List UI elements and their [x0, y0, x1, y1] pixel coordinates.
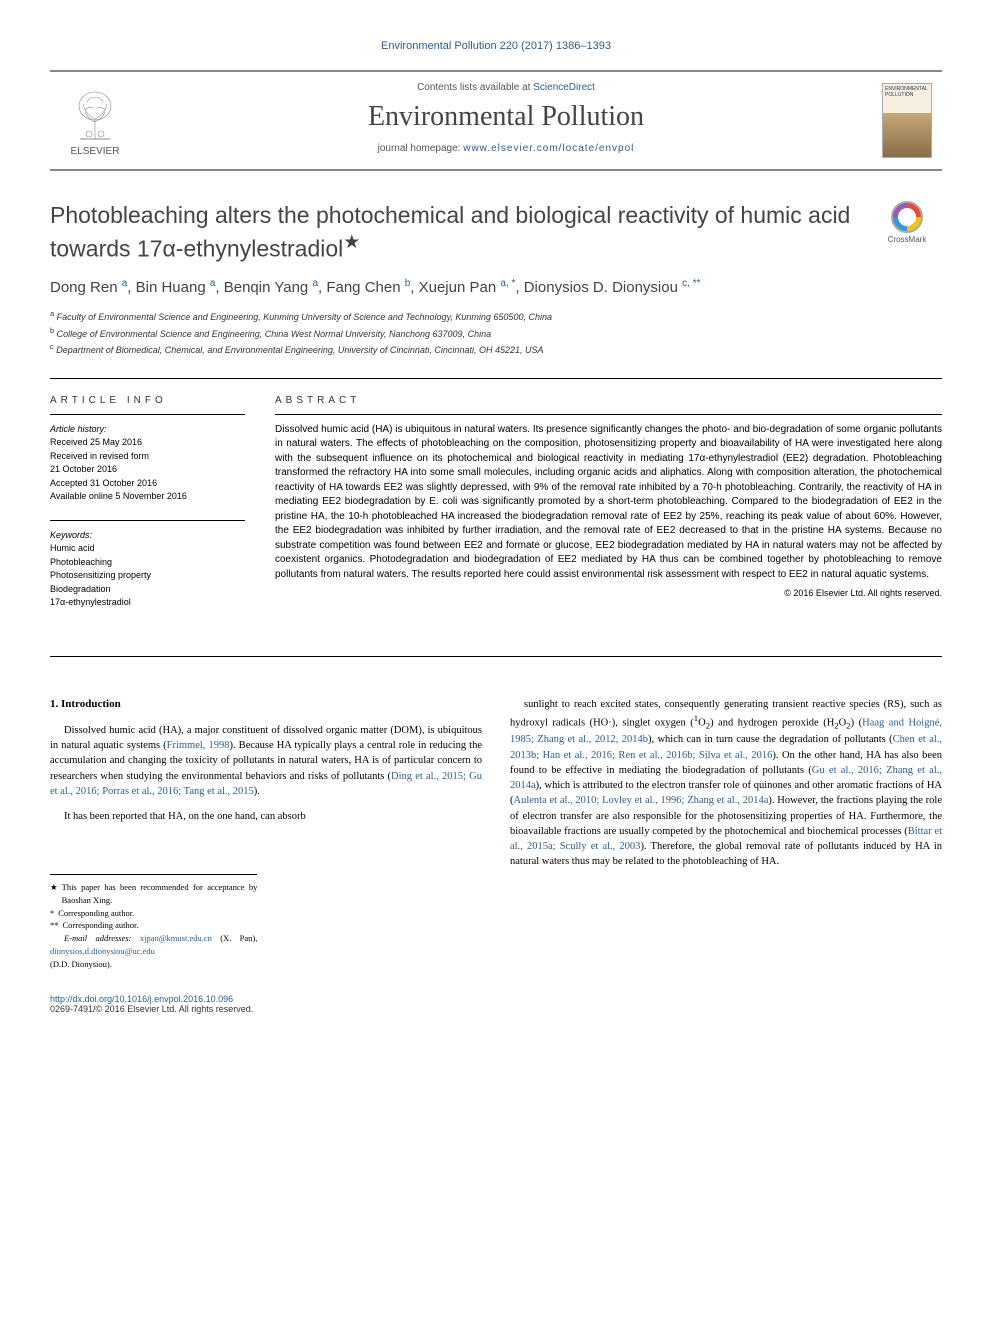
article-title: Photobleaching alters the photochemical … — [50, 201, 872, 264]
recommendation-note: This paper has been recommended for acce… — [62, 881, 258, 907]
asterisk-icon: * — [50, 907, 54, 920]
corresponding-author-2: Corresponding author. — [63, 919, 139, 932]
doi-link[interactable]: http://dx.doi.org/10.1016/j.envpol.2016.… — [50, 994, 942, 1004]
history-line: Received 25 May 2016 — [50, 436, 245, 450]
contents-prefix: Contents lists available at — [417, 82, 533, 93]
affiliations: a Faculty of Environmental Science and E… — [50, 308, 942, 358]
abstract-copyright: © 2016 Elsevier Ltd. All rights reserved… — [275, 588, 942, 598]
email-link-1[interactable]: xjpan@kmust.edu.cn — [140, 933, 212, 943]
running-header: Environmental Pollution 220 (2017) 1386–… — [50, 40, 942, 52]
author-list: Dong Ren a, Bin Huang a, Benqin Yang a, … — [50, 278, 942, 296]
cover-label: ENVIRONMENTAL POLLUTION — [883, 84, 931, 100]
journal-homepage: journal homepage: www.elsevier.com/locat… — [140, 143, 872, 154]
corresponding-author-1: Corresponding author. — [58, 907, 134, 920]
homepage-prefix: journal homepage: — [378, 143, 464, 154]
title-footnote-star-icon: ★ — [343, 232, 360, 253]
history-line: Accepted 31 October 2016 — [50, 477, 245, 491]
homepage-link[interactable]: www.elsevier.com/locate/envpol — [463, 143, 634, 154]
affiliation-line: c Department of Biomedical, Chemical, an… — [50, 341, 942, 358]
publisher-logo: ELSEVIER — [50, 72, 140, 169]
history-label: Article history: — [50, 423, 245, 437]
abstract-heading: ABSTRACT — [275, 395, 942, 406]
keywords-block: Keywords: Humic acidPhotobleachingPhotos… — [50, 520, 245, 610]
email-1-attribution: (X. Pan), — [220, 933, 257, 943]
crossmark-badge[interactable]: CrossMark — [872, 201, 942, 244]
affiliation-line: b College of Environmental Science and E… — [50, 325, 942, 342]
journal-cover-thumbnail: ENVIRONMENTAL POLLUTION — [872, 72, 942, 169]
section-divider — [50, 656, 942, 657]
contents-available: Contents lists available at ScienceDirec… — [140, 82, 872, 93]
section-heading: 1. Introduction — [50, 697, 482, 713]
elsevier-tree-icon — [65, 84, 125, 144]
email-2-attribution: (D.D. Dionysiou). — [50, 959, 112, 969]
body-paragraph: sunlight to reach excited states, conseq… — [510, 697, 942, 869]
keyword: 17α-ethynylestradiol — [50, 596, 245, 610]
title-text: Photobleaching alters the photochemical … — [50, 202, 850, 262]
article-info-sidebar: ARTICLE INFO Article history: Received 2… — [50, 395, 245, 626]
history-line: Available online 5 November 2016 — [50, 490, 245, 504]
keyword: Humic acid — [50, 542, 245, 556]
column-right: sunlight to reach excited states, conseq… — [510, 697, 942, 971]
footnotes: ★ This paper has been recommended for ac… — [50, 874, 257, 970]
affiliation-line: a Faculty of Environmental Science and E… — [50, 308, 942, 325]
abstract-section: ABSTRACT Dissolved humic acid (HA) is ub… — [275, 395, 942, 626]
journal-title: Environmental Pollution — [140, 101, 872, 133]
keywords-label: Keywords: — [50, 529, 245, 543]
email-label: E-mail addresses: — [64, 933, 132, 943]
article-info-heading: ARTICLE INFO — [50, 395, 245, 406]
column-left: 1. Introduction Dissolved humic acid (HA… — [50, 697, 482, 971]
body-paragraph: Dissolved humic acid (HA), a major const… — [50, 723, 482, 799]
history-line: Received in revised form — [50, 450, 245, 464]
keyword: Photobleaching — [50, 556, 245, 570]
crossmark-icon — [891, 201, 923, 233]
crossmark-label: CrossMark — [888, 235, 927, 244]
sciencedirect-link[interactable]: ScienceDirect — [533, 82, 595, 93]
body-text: 1. Introduction Dissolved humic acid (HA… — [50, 697, 942, 971]
email-link-2[interactable]: dionysios.d.dionysiou@uc.edu — [50, 946, 155, 956]
keyword: Photosensitizing property — [50, 569, 245, 583]
abstract-text: Dissolved humic acid (HA) is ubiquitous … — [275, 414, 942, 583]
star-icon: ★ — [50, 881, 58, 907]
double-asterisk-icon: ** — [50, 919, 59, 932]
journal-header: ELSEVIER Contents lists available at Sci… — [50, 70, 942, 171]
keyword: Biodegradation — [50, 583, 245, 597]
body-paragraph: It has been reported that HA, on the one… — [50, 809, 482, 824]
issn-copyright: 0269-7491/© 2016 Elsevier Ltd. All right… — [50, 1004, 942, 1014]
publisher-name: ELSEVIER — [71, 146, 120, 157]
article-history: Article history: Received 25 May 2016Rec… — [50, 414, 245, 504]
history-line: 21 October 2016 — [50, 463, 245, 477]
